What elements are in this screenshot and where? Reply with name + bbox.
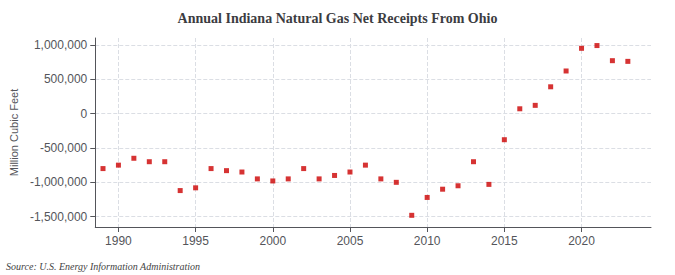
svg-text:-500,000: -500,000 [40,141,88,155]
svg-text:1,000,000: 1,000,000 [34,38,88,52]
svg-text:-1,500,000: -1,500,000 [30,210,88,224]
svg-text:1990: 1990 [105,234,132,248]
svg-text:1995: 1995 [182,234,209,248]
svg-text:Annual Indiana Natural Gas Net: Annual Indiana Natural Gas Net Receipts … [178,11,498,26]
svg-text:2005: 2005 [337,234,364,248]
svg-text:Source: U.S. Energy Informatio: Source: U.S. Energy Information Administ… [6,261,200,272]
svg-text:Million Cubic Feet: Million Cubic Feet [8,89,20,176]
svg-text:-1,000,000: -1,000,000 [30,175,88,189]
svg-text:2010: 2010 [414,234,441,248]
svg-text:0: 0 [81,107,88,121]
svg-text:2000: 2000 [259,234,286,248]
svg-text:2020: 2020 [568,234,595,248]
svg-text:500,000: 500,000 [44,72,88,86]
svg-text:2015: 2015 [491,234,518,248]
